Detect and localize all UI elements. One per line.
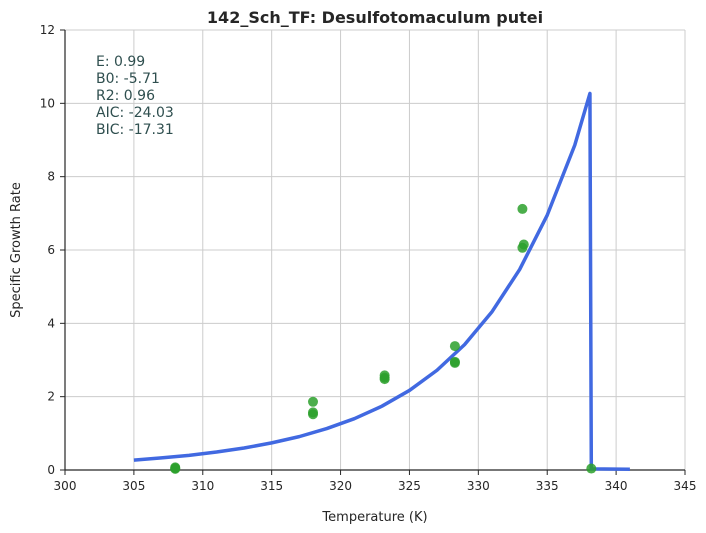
y-axis-label: Specific Growth Rate	[9, 182, 24, 318]
chart-title: 142_Sch_TF: Desulfotomaculum putei	[207, 8, 543, 27]
x-tick-label: 330	[467, 479, 490, 493]
annotation-bic: BIC: -17.31	[96, 122, 174, 138]
annotation-aic: AIC: -24.03	[96, 105, 174, 121]
data-point	[449, 341, 460, 352]
data-series	[133, 91, 630, 474]
y-tick-label: 6	[47, 243, 55, 257]
annotation-e: E: 0.99	[96, 54, 145, 70]
annotation-r2: R2: 0.96	[96, 88, 155, 104]
data-point	[170, 462, 181, 473]
data-point	[586, 463, 597, 474]
data-point	[449, 356, 460, 367]
x-tick-label: 300	[54, 479, 77, 493]
fit-curve	[133, 91, 630, 472]
y-tick-label: 8	[47, 170, 55, 184]
x-tick-label: 320	[329, 479, 352, 493]
x-axis-label: Temperature (K)	[321, 510, 427, 525]
x-tick-labels: 300 305 310 315 320 325 330 335 340 345	[54, 470, 697, 493]
y-tick-label: 4	[47, 316, 55, 330]
x-tick-label: 345	[674, 479, 697, 493]
y-tick-labels: 0 2 4 6 8 10 12	[40, 23, 65, 477]
x-tick-label: 315	[260, 479, 283, 493]
annotation-b0: B0: -5.71	[96, 71, 160, 87]
x-tick-label: 305	[122, 479, 145, 493]
data-point	[308, 407, 318, 418]
data-point	[379, 370, 390, 381]
y-tick-label: 0	[47, 463, 55, 477]
y-tick-label: 12	[40, 23, 55, 37]
data-point	[308, 396, 318, 407]
x-tick-label: 325	[398, 479, 421, 493]
data-point	[517, 203, 528, 214]
data-point	[518, 239, 529, 250]
fit-statistics: E: 0.99 B0: -5.71 R2: 0.96 AIC: -24.03 B…	[96, 54, 174, 138]
x-tick-label: 340	[605, 479, 628, 493]
x-tick-label: 335	[536, 479, 559, 493]
y-tick-label: 2	[47, 390, 55, 404]
x-tick-label: 310	[191, 479, 214, 493]
y-tick-label: 10	[40, 96, 55, 110]
